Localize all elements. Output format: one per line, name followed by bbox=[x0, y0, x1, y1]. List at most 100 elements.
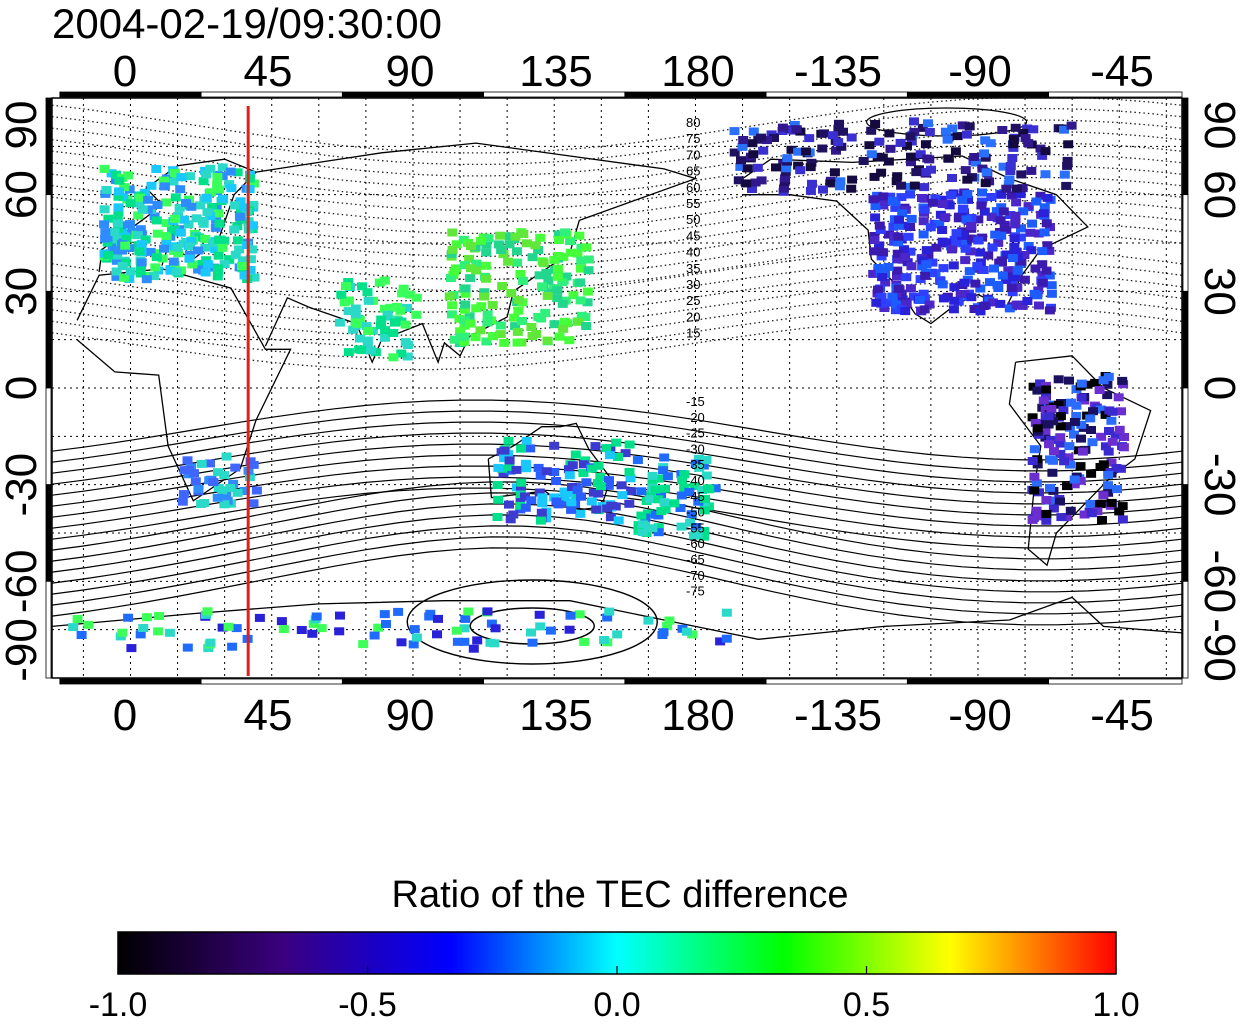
tec-pixel bbox=[1010, 211, 1021, 220]
tec-pixel bbox=[919, 305, 930, 314]
tec-pixel bbox=[876, 292, 887, 301]
tec-pixel bbox=[944, 201, 955, 210]
tec-pixel bbox=[125, 220, 135, 229]
tec-pixel bbox=[245, 255, 256, 264]
tec-pixel bbox=[756, 133, 767, 142]
tec-pixel bbox=[995, 216, 1006, 225]
tec-pixel bbox=[100, 228, 111, 237]
tec-pixel bbox=[681, 627, 692, 636]
tec-pixel bbox=[996, 231, 1007, 240]
tec-pixel bbox=[192, 246, 203, 255]
tec-pixel bbox=[499, 454, 510, 463]
tec-pixel bbox=[152, 201, 163, 209]
tec-pixel bbox=[447, 301, 458, 310]
tec-pixel bbox=[219, 236, 230, 245]
tec-pixel bbox=[248, 200, 259, 209]
contour-label: 75 bbox=[686, 131, 700, 146]
tec-pixel bbox=[201, 193, 212, 202]
tec-pixel bbox=[650, 485, 661, 494]
contour-line-north bbox=[51, 142, 1183, 200]
tec-pixel bbox=[512, 258, 523, 267]
tec-pixel bbox=[656, 507, 667, 515]
tec-pixel bbox=[883, 157, 894, 166]
x-tick-label-bottom: -135 bbox=[794, 691, 882, 740]
colorbar-title: Ratio of the TEC difference bbox=[391, 874, 849, 916]
tec-pixel bbox=[660, 484, 670, 493]
tec-pixel bbox=[212, 493, 223, 502]
tec-pixel bbox=[504, 456, 515, 465]
tec-pixel bbox=[583, 266, 594, 275]
north-america-tec-cluster bbox=[868, 188, 1057, 316]
tec-pixel bbox=[363, 327, 374, 335]
tec-pixel bbox=[388, 329, 399, 337]
tec-pixel bbox=[183, 470, 194, 479]
tec-pixel bbox=[1075, 476, 1086, 485]
tec-pixel bbox=[936, 195, 947, 204]
contour-label: -55 bbox=[686, 520, 705, 535]
tec-pixel bbox=[230, 250, 241, 259]
tec-pixel bbox=[481, 248, 492, 257]
tec-pixel bbox=[1043, 412, 1054, 421]
tec-pixel bbox=[918, 217, 929, 226]
tec-pixel bbox=[239, 487, 250, 495]
tec-pixel bbox=[1094, 386, 1105, 394]
tec-pixel bbox=[896, 181, 907, 190]
tec-pixel bbox=[574, 610, 585, 619]
tec-pixel bbox=[617, 491, 628, 500]
tec-pixel bbox=[658, 466, 669, 475]
tec-pixel bbox=[213, 251, 224, 260]
tec-pixel bbox=[676, 522, 687, 531]
tec-pixel bbox=[112, 251, 123, 260]
tec-pixel bbox=[930, 194, 941, 203]
tec-pixel bbox=[1001, 250, 1012, 259]
tec-pixel bbox=[866, 150, 877, 159]
plot-frame bbox=[51, 97, 1183, 679]
tec-pixel bbox=[1032, 512, 1043, 521]
tec-pixel bbox=[493, 463, 504, 472]
tec-pixel bbox=[171, 267, 182, 276]
tec-pixel bbox=[996, 203, 1007, 212]
contour-label: -60 bbox=[686, 536, 705, 551]
tec-pixel bbox=[535, 622, 546, 631]
axis-tick-labels: 0 45 90 135 180 -135 -90 -450 45 90 135 180 -135 -90-… bbox=[0, 47, 1240, 740]
tec-pixel bbox=[1055, 449, 1066, 458]
tec-pixel bbox=[957, 121, 968, 130]
contour-label: -70 bbox=[686, 568, 705, 583]
tec-pixel bbox=[515, 501, 526, 510]
tec-pixel bbox=[1022, 124, 1033, 133]
tec-pixel bbox=[157, 254, 168, 263]
tec-pixel bbox=[1023, 202, 1034, 211]
tec-pixel bbox=[564, 625, 575, 634]
tec-pixel bbox=[892, 266, 903, 275]
tec-pixel bbox=[1007, 191, 1017, 200]
tec-pixel bbox=[1027, 457, 1038, 465]
right-axis-bar bbox=[1182, 290, 1189, 389]
y-tick-label-left: -90 bbox=[0, 618, 46, 682]
tec-pixel bbox=[579, 637, 590, 646]
tec-pixel bbox=[1059, 170, 1070, 179]
tec-pixel bbox=[538, 259, 549, 268]
tec-pixel bbox=[699, 506, 710, 515]
tec-pixel bbox=[1037, 260, 1048, 269]
tec-pixel bbox=[223, 622, 234, 631]
tec-pixel bbox=[213, 468, 223, 477]
y-tick-label-right: 90 bbox=[1195, 101, 1240, 150]
right-axis-bar bbox=[1182, 484, 1189, 582]
tec-pixel bbox=[1011, 247, 1022, 256]
tec-pixel bbox=[586, 497, 597, 506]
tec-pixel bbox=[504, 240, 515, 249]
tec-pixel bbox=[460, 614, 471, 623]
tec-pixel bbox=[362, 288, 373, 297]
tec-pixel bbox=[834, 119, 844, 128]
tec-pixel bbox=[181, 198, 191, 207]
tec-pixel bbox=[133, 211, 144, 220]
tec-pixel bbox=[981, 168, 992, 177]
tec-pixel bbox=[183, 220, 194, 229]
tec-pixel bbox=[960, 244, 971, 253]
tec-pixel bbox=[465, 319, 476, 328]
tec-pixel bbox=[595, 473, 606, 481]
africa-tec-cluster bbox=[177, 452, 262, 509]
tec-pixel bbox=[503, 436, 514, 445]
tec-pixel bbox=[1041, 392, 1051, 401]
tec-pixel bbox=[903, 232, 914, 241]
